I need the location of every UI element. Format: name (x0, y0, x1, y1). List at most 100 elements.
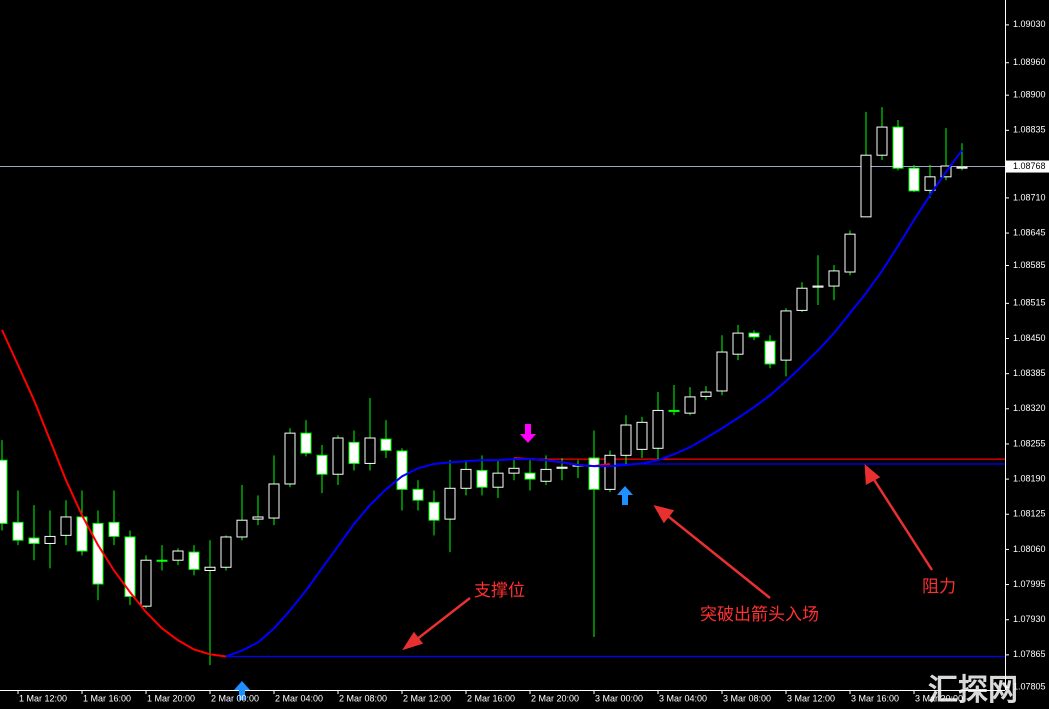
y-tick-label: 1.08255 (1013, 438, 1046, 448)
candle-body (476, 469, 488, 488)
indicator-line (225, 149, 963, 658)
annotation-arrows (402, 464, 934, 651)
arrowhead (653, 505, 675, 524)
candle-body (860, 154, 872, 218)
arrow (411, 597, 471, 644)
candle-body (268, 483, 280, 519)
candle-body (92, 522, 104, 585)
y-tick-label: 1.08125 (1013, 509, 1046, 519)
candle-body (956, 166, 968, 169)
y-tick-label: 1.08450 (1013, 333, 1046, 343)
y-tick-label: 1.08320 (1013, 403, 1046, 413)
y-tick-label: 1.08710 (1013, 192, 1046, 202)
y-tick-label: 1.07930 (1013, 614, 1046, 624)
y-tick-label: 1.09030 (1013, 19, 1046, 29)
candle-body (412, 488, 424, 501)
candle-body (108, 521, 120, 537)
y-tick-label: 1.07865 (1013, 649, 1046, 659)
candle-body (652, 409, 664, 449)
x-tick-label: 1 Mar 20:00 (147, 693, 195, 703)
candle-body (236, 519, 248, 538)
candle-body (364, 437, 376, 464)
y-tick-label: 1.08060 (1013, 544, 1046, 554)
candle-body (828, 270, 840, 287)
y-tick-label: 1.08900 (1013, 90, 1046, 100)
candle-body (124, 536, 136, 597)
candle-body (156, 559, 168, 562)
candle-body (140, 559, 152, 607)
candle-body (28, 537, 40, 544)
candle-body (348, 441, 360, 464)
candle-body (396, 450, 408, 490)
candle-body (332, 437, 344, 475)
y-tick-label: 1.08835 (1013, 125, 1046, 135)
watermark: 汇探网 (928, 674, 1018, 707)
candle-body (492, 472, 504, 488)
candle-body (0, 459, 8, 524)
x-tick-label: 1 Mar 12:00 (19, 693, 67, 703)
candle-body (892, 126, 904, 169)
x-tick-label: 2 Mar 12:00 (403, 693, 451, 703)
candle-body (172, 550, 184, 561)
candle-body (428, 501, 440, 521)
y-tick-label: 1.08585 (1013, 260, 1046, 270)
candle-body (300, 432, 312, 454)
y-tick-label: 1.08190 (1013, 473, 1046, 483)
candle-body (524, 472, 536, 480)
candle-body (444, 487, 456, 520)
candle-body (556, 466, 568, 469)
y-tick-label: 1.08645 (1013, 227, 1046, 237)
candle-body (60, 516, 72, 536)
arrow (663, 512, 771, 599)
candle-body (252, 516, 264, 520)
signal-arrows (234, 424, 633, 700)
candle-body (12, 521, 24, 541)
candle-body (316, 454, 328, 475)
indicator-line (1, 329, 611, 658)
candle-body (508, 467, 520, 474)
buy-arrow (617, 486, 633, 505)
current-price-label: 1.08768 (1013, 161, 1046, 171)
candle-body (380, 438, 392, 451)
y-tick-label: 1.08960 (1013, 57, 1046, 67)
candle-body (908, 167, 920, 192)
current-price-box (1006, 160, 1049, 173)
candle-body (812, 285, 824, 288)
x-tick-label: 2 Mar 08:00 (339, 693, 387, 703)
x-tick-label: 3 Mar 04:00 (659, 693, 707, 703)
candle-body (876, 126, 888, 156)
candle-body (620, 424, 632, 456)
x-tick-label: 2 Mar 00:00 (211, 693, 259, 703)
x-tick-label: 2 Mar 04:00 (275, 693, 323, 703)
candle-body (796, 287, 808, 311)
arrowhead (864, 464, 881, 486)
arrowhead (402, 631, 424, 651)
annotation: 突破出箭头入场 (700, 605, 819, 624)
candle-body (588, 457, 600, 490)
x-tick-label: 3 Mar 12:00 (787, 693, 835, 703)
candle-body (844, 233, 856, 273)
x-tick-label: 3 Mar 20:00 (915, 693, 963, 703)
y-tick-label: 1.07805 (1013, 682, 1046, 692)
candle-body (604, 454, 616, 490)
candle-body (188, 551, 200, 570)
candle-body (540, 468, 552, 482)
x-tick-label: 2 Mar 16:00 (467, 693, 515, 703)
x-tick-label: 3 Mar 08:00 (723, 693, 771, 703)
annotation: 阻力 (922, 577, 956, 596)
candle-body (780, 310, 792, 361)
arrow (869, 474, 934, 571)
candle-body (44, 535, 56, 544)
candle-body (284, 432, 296, 485)
candle-body (748, 332, 760, 338)
candle-body (732, 332, 744, 355)
sell-arrow (520, 424, 536, 443)
candle-body (204, 566, 216, 571)
annotation: 支撑位 (474, 581, 525, 600)
candle-body (924, 176, 936, 191)
x-tick-label: 1 Mar 16:00 (83, 693, 131, 703)
x-tick-label: 3 Mar 16:00 (851, 693, 899, 703)
candle-body (220, 536, 232, 568)
x-tick-label: 2 Mar 20:00 (531, 693, 579, 703)
